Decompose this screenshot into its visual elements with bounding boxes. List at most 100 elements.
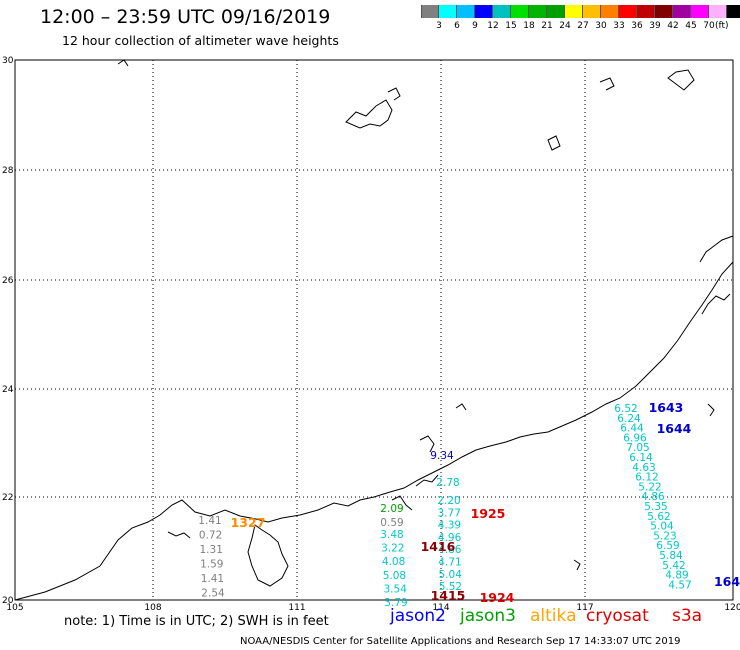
color-swatch (601, 5, 619, 18)
wave-height-value: 5.42 (662, 560, 685, 572)
legend-entry-jason2: jason2 (390, 606, 446, 626)
wave-height-value: 5.08 (383, 570, 406, 582)
wave-height-value: 3.79 (384, 597, 407, 609)
pass-time-label: 164 (714, 574, 740, 589)
wave-height-value: 3.54 (384, 583, 408, 595)
wave-height-value: 2.54 (201, 588, 225, 600)
color-scale-tick: 42 (667, 21, 679, 31)
color-scale-tick: 39 (649, 21, 661, 31)
wave-height-value: 6.59 (656, 540, 679, 552)
pass-time-label: 1643 (649, 400, 684, 415)
wave-height-value: 6.12 (635, 472, 658, 484)
wave-height-value: 1.59 (200, 559, 223, 571)
longitude-labels: 105 108 111 114 117 120 (6, 603, 740, 613)
wave-height-value: 4.63 (632, 462, 655, 474)
color-swatch (547, 5, 565, 18)
wave-height-value: 5.04 (650, 521, 674, 533)
grid-lines (15, 60, 733, 600)
pass-time-label: 1644 (657, 421, 692, 436)
latitude-label: 28 (2, 166, 14, 176)
wave-height-value: 2.20 (437, 495, 460, 507)
color-swatch (493, 5, 511, 18)
wave-height-value: 4.89 (665, 570, 688, 582)
color-scale-bar (421, 5, 740, 18)
legend-entry-s3a: s3a (672, 606, 703, 626)
wave-height-value: 5.84 (659, 550, 683, 562)
wave-height-value: 4.71 (438, 557, 461, 569)
color-swatch (655, 5, 673, 18)
color-scale-tick: 3 (436, 21, 442, 31)
note-text: note: 1) Time is in UTC; 2) SWH is in fe… (64, 614, 329, 629)
color-swatch (583, 5, 601, 18)
wave-height-value: 6.14 (629, 452, 653, 464)
color-swatch (727, 5, 740, 18)
pass-time-label: 1415 (431, 588, 466, 603)
wave-height-value: 3.48 (380, 529, 403, 541)
wave-height-value: 0.72 (199, 530, 222, 542)
legend-entry-cryosat: cryosat (586, 606, 649, 626)
wave-height-value: 4.39 (438, 520, 461, 532)
pass-time-label: 1416 (421, 539, 456, 554)
wave-height-value: 3.77 (438, 507, 461, 519)
wave-height-value: 9.34 (430, 450, 454, 462)
wave-height-value: 6.44 (620, 423, 644, 435)
color-swatch (439, 5, 457, 18)
wave-height-value: 4.96 (438, 532, 462, 544)
wave-height-value: 4.57 (668, 579, 691, 591)
wave-height-value: 6.24 (617, 413, 641, 425)
color-scale-tick: 6 (454, 21, 460, 31)
wave-height-value: 5.23 (653, 530, 676, 542)
longitude-label: 117 (576, 603, 593, 613)
wave-height-value: 4.86 (641, 491, 665, 503)
map-title: 12:00 – 23:59 UTC 09/16/2019 (40, 6, 331, 28)
wave-height-value: 5.62 (647, 511, 670, 523)
color-scale-labels: 3 6 9 12 15 18 21 24 27 30 33 36 39 42 45 70 (421, 21, 740, 33)
wave-height-value: 5.52 (439, 581, 462, 593)
color-swatch (511, 5, 529, 18)
latitude-label: 30 (2, 56, 14, 66)
wave-height-values: 1.41 0.72 1.31 1.59 1.41 2.54 0.593.48 3.224.08… (198, 403, 691, 609)
wave-height-value: 5.04 (439, 569, 463, 581)
wave-height-value: 0.59 (380, 517, 403, 529)
color-scale-tick: 12 (487, 21, 499, 31)
longitude-label: 108 (144, 603, 161, 613)
wave-height-value: 5.35 (644, 501, 667, 513)
color-swatch (565, 5, 583, 18)
color-swatch (709, 5, 727, 18)
latitude-label: 22 (2, 493, 13, 503)
latitude-labels: 30 28 26 24 22 20 (2, 56, 14, 606)
color-scale-tick: 27 (577, 21, 589, 31)
coastline (14, 59, 734, 601)
color-scale-tick: 36 (631, 21, 643, 31)
color-scale-tick: 18 (523, 21, 535, 31)
longitude-label: 105 (6, 603, 23, 613)
longitude-label: 111 (288, 603, 305, 613)
wave-height-value: 3.22 (381, 543, 404, 555)
color-swatch (619, 5, 637, 18)
color-swatch (529, 5, 547, 18)
wave-height-value: 1.31 (200, 544, 223, 556)
color-scale-tick: 70 (703, 21, 715, 31)
color-swatch (475, 5, 493, 18)
color-scale-tick: 45 (685, 21, 697, 31)
color-swatch (421, 5, 439, 18)
latitude-label: 26 (2, 276, 14, 286)
map-frame (14, 59, 734, 601)
map-subtitle: 12 hour collection of altimeter wave hei… (62, 33, 339, 48)
pass-time-labels: 1327 1925 1416 1415 1924 1643 1644 164 (231, 400, 740, 605)
legend-entry-altika: altika (530, 606, 577, 626)
color-scale-tick: 24 (559, 21, 571, 31)
wave-height-value: 2.09 (380, 503, 403, 515)
wave-height-value: 7.05 (626, 442, 649, 454)
wave-height-value: 1.41 (201, 573, 224, 585)
pass-time-label: 1327 (231, 515, 266, 530)
wave-height-value: 4.86 (438, 544, 462, 556)
wave-height-value: 1.41 (198, 515, 221, 527)
color-swatch (457, 5, 475, 18)
color-swatch (691, 5, 709, 18)
color-swatch (673, 5, 691, 18)
wave-height-value: 5.22 (638, 481, 661, 493)
longitude-label: 114 (432, 603, 449, 613)
color-scale-tick: 9 (472, 21, 478, 31)
